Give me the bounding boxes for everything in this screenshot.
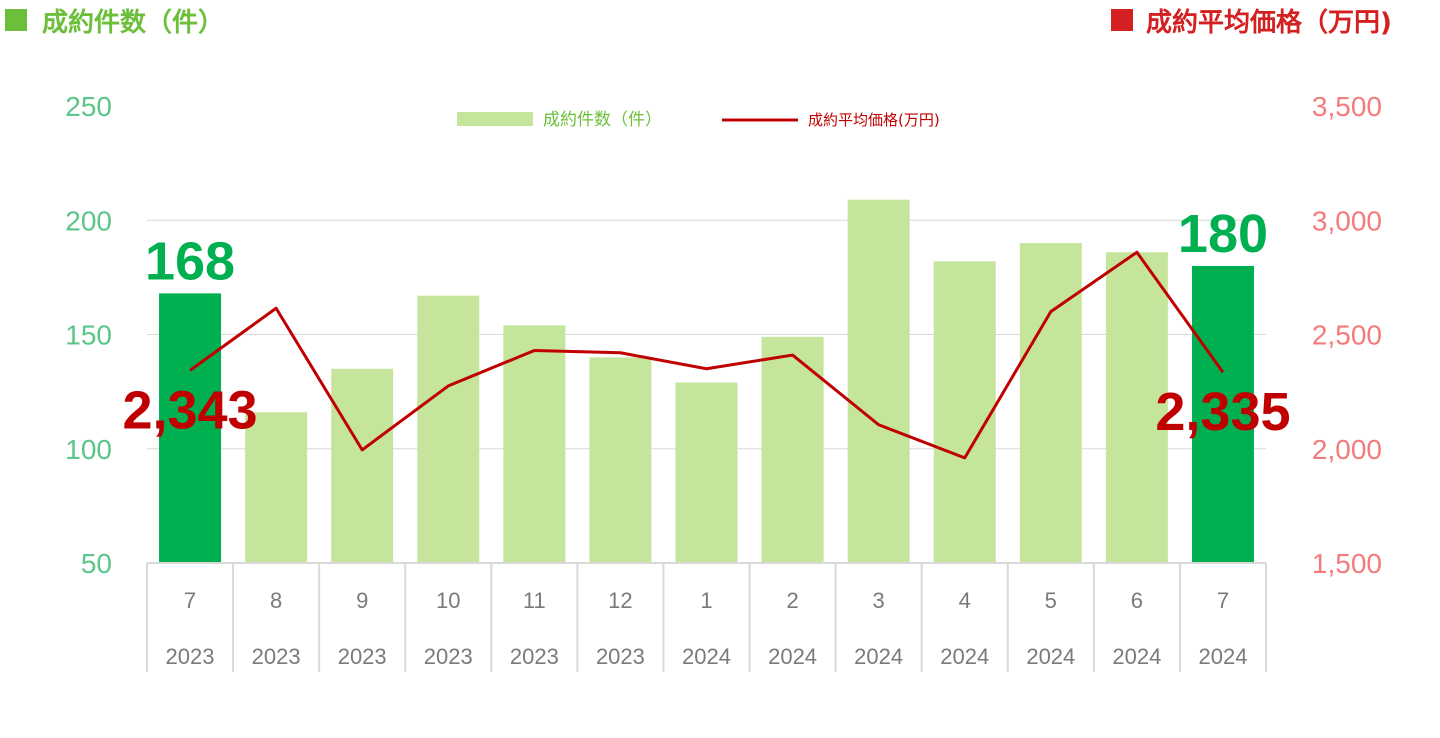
- legend-bar-swatch: [457, 112, 533, 126]
- bar: [761, 336, 824, 563]
- left-axis-ticks: 50 100 150 200 250: [65, 91, 112, 579]
- x-year-label: 2024: [1198, 644, 1247, 669]
- left-tick-label: 250: [65, 91, 112, 122]
- x-month-label: 9: [356, 588, 368, 613]
- x-month-label: 7: [184, 588, 196, 613]
- bar: [331, 368, 394, 563]
- x-month-label: 12: [608, 588, 632, 613]
- bar: [245, 412, 308, 563]
- bar: [589, 357, 652, 563]
- bar-series: [159, 199, 1254, 564]
- x-year-label: 2023: [510, 644, 559, 669]
- last-price-label: 2,335: [1155, 382, 1290, 442]
- bar: [417, 295, 480, 563]
- right-tick-label: 3,000: [1312, 205, 1382, 236]
- x-month-label: 3: [873, 588, 885, 613]
- first-bar-value-label: 168: [145, 231, 235, 291]
- right-axis-title: 成約平均価格（万円): [1146, 7, 1392, 38]
- bar: [503, 325, 566, 563]
- x-year-label: 2024: [1026, 644, 1075, 669]
- line-series: [189, 250, 1225, 460]
- x-axis-categories: 7 2023 8 2023 9 2023 10 2023 11 2023 12 2023 1 2024 2 2…: [146, 562, 1267, 672]
- x-year-label: 2024: [768, 644, 817, 669]
- x-month-label: 6: [1131, 588, 1143, 613]
- first-price-label: 2,343: [122, 380, 257, 440]
- left-tick-label: 100: [65, 434, 112, 465]
- x-month-label: 1: [700, 588, 712, 613]
- right-tick-label: 2,500: [1312, 320, 1382, 351]
- bar: [1019, 243, 1082, 563]
- x-year-label: 2023: [596, 644, 645, 669]
- right-tick-label: 2,000: [1312, 434, 1382, 465]
- x-year-label: 2023: [338, 644, 387, 669]
- legend-bar-label: 成約件数（件）: [543, 110, 662, 130]
- right-tick-label: 1,500: [1312, 548, 1382, 579]
- x-month-label: 11: [523, 588, 546, 613]
- right-axis-ticks: 1,500 2,000 2,500 3,000 3,500: [1312, 91, 1382, 579]
- left-tick-label: 150: [65, 320, 112, 351]
- x-year-label: 2024: [1112, 644, 1161, 669]
- x-month-label: 8: [270, 588, 282, 613]
- annotations: 168 180 2,343 2,335: [122, 204, 1290, 442]
- x-year-label: 2023: [252, 644, 301, 669]
- left-axis-title: 成約件数（件）: [42, 7, 224, 38]
- bar: [1191, 265, 1254, 563]
- bar: [1105, 252, 1168, 564]
- x-month-label: 7: [1217, 588, 1229, 613]
- x-month-label: 2: [786, 588, 798, 613]
- x-year-label: 2024: [940, 644, 989, 669]
- right-title-marker: [1111, 9, 1133, 31]
- x-month-label: 4: [959, 588, 971, 613]
- bar: [847, 199, 910, 563]
- left-tick-label: 50: [81, 548, 112, 579]
- bar: [675, 382, 738, 563]
- x-year-label: 2023: [424, 644, 473, 669]
- bar: [933, 261, 996, 563]
- x-year-label: 2024: [854, 644, 903, 669]
- legend-line-label: 成約平均価格(万円): [808, 111, 940, 129]
- left-title-marker: [5, 9, 27, 31]
- x-year-label: 2024: [682, 644, 731, 669]
- right-tick-label: 3,500: [1312, 91, 1382, 122]
- bar: [159, 293, 222, 563]
- x-year-label: 2023: [166, 644, 215, 669]
- x-month-label: 10: [436, 588, 460, 613]
- left-tick-label: 200: [65, 205, 112, 236]
- price-line: [189, 250, 1225, 460]
- last-bar-value-label: 180: [1178, 204, 1268, 264]
- x-month-label: 5: [1045, 588, 1057, 613]
